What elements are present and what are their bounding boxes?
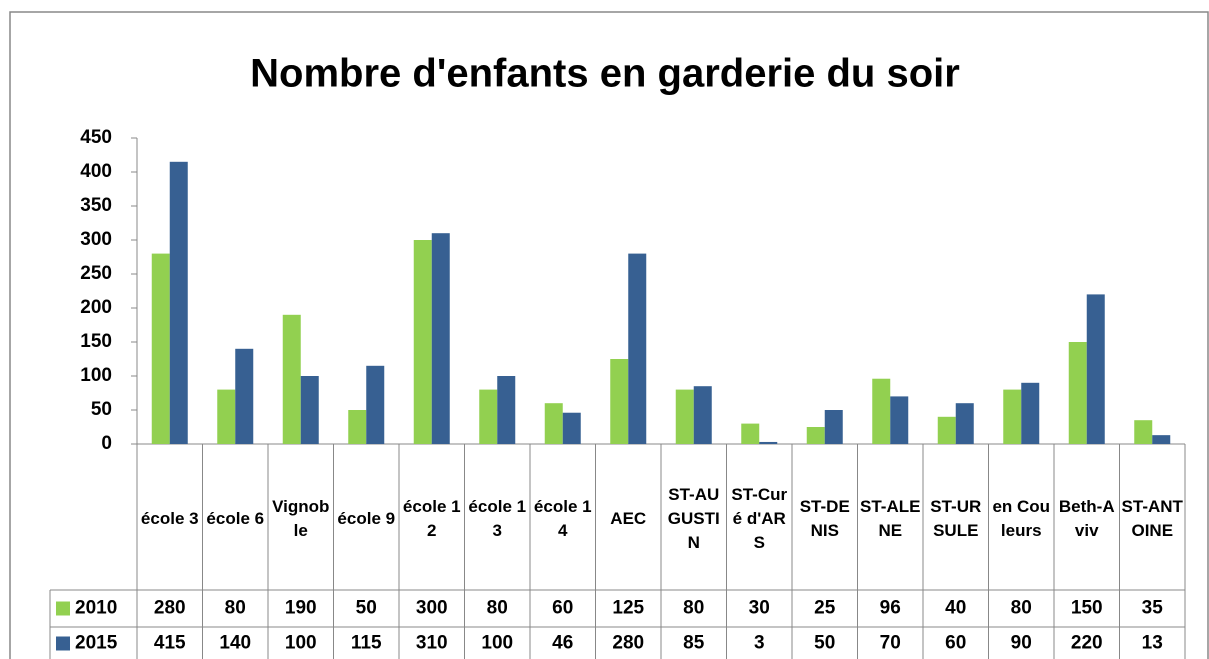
y-tick-label: 200 bbox=[80, 297, 112, 318]
bar bbox=[544, 403, 563, 444]
bar bbox=[1086, 294, 1105, 444]
bar bbox=[675, 389, 694, 444]
x-tick-label: école 6 bbox=[206, 509, 265, 528]
bar bbox=[497, 376, 516, 444]
bar bbox=[562, 412, 581, 444]
bar bbox=[890, 396, 909, 444]
table-value: 140 bbox=[219, 633, 251, 654]
legend-key bbox=[56, 601, 70, 616]
bar bbox=[151, 253, 170, 444]
x-tick-label: école 14 bbox=[533, 497, 592, 540]
table-value: 25 bbox=[814, 598, 836, 619]
table-value: 190 bbox=[285, 598, 317, 619]
x-tick-label: école 13 bbox=[468, 497, 527, 540]
bar bbox=[366, 365, 385, 444]
table-value: 60 bbox=[552, 598, 573, 619]
bar bbox=[872, 378, 891, 444]
table-value: 280 bbox=[612, 633, 644, 654]
bar bbox=[479, 389, 498, 444]
table-value: 150 bbox=[1071, 598, 1103, 619]
bar bbox=[610, 359, 629, 444]
table-value: 13 bbox=[1142, 633, 1163, 654]
bar bbox=[348, 410, 367, 444]
bar bbox=[300, 376, 319, 444]
table-value: 80 bbox=[487, 598, 508, 619]
table-value: 310 bbox=[416, 633, 448, 654]
bar bbox=[1068, 342, 1087, 444]
x-tick-label: en Couleurs bbox=[992, 497, 1051, 540]
bar bbox=[759, 441, 778, 444]
bar bbox=[169, 161, 188, 445]
table-value: 35 bbox=[1142, 598, 1164, 619]
bar bbox=[282, 314, 301, 444]
x-tick-label: Vignoble bbox=[272, 497, 330, 540]
x-tick-label: école 12 bbox=[402, 497, 461, 540]
legend-label: 2010 bbox=[75, 598, 117, 619]
x-tick-label: Beth-Aviv bbox=[1058, 497, 1115, 540]
x-tick-label: école 3 bbox=[140, 509, 199, 528]
table-value: 100 bbox=[481, 633, 513, 654]
y-tick-label: 400 bbox=[80, 161, 112, 182]
y-tick-label: 0 bbox=[101, 433, 112, 454]
table-value: 100 bbox=[285, 633, 317, 654]
table-value: 70 bbox=[880, 633, 901, 654]
table-value: 46 bbox=[552, 633, 573, 654]
bar bbox=[235, 348, 254, 444]
x-tick-label: ST-ANTOINE bbox=[1121, 497, 1183, 540]
table-value: 80 bbox=[225, 598, 246, 619]
bar bbox=[1003, 389, 1022, 444]
chart-title: Nombre d'enfants en garderie du soir bbox=[250, 52, 960, 96]
bar bbox=[806, 427, 825, 444]
table-value: 80 bbox=[1011, 598, 1032, 619]
table-value: 40 bbox=[945, 598, 966, 619]
table-value: 30 bbox=[749, 598, 770, 619]
bar bbox=[628, 253, 647, 444]
table-value: 96 bbox=[880, 598, 901, 619]
chart-border bbox=[9, 11, 1209, 659]
bar bbox=[431, 233, 450, 444]
table-value: 115 bbox=[351, 633, 382, 654]
table-value: 280 bbox=[154, 598, 186, 619]
x-tick-label: ST-AUGUSTIN bbox=[667, 485, 720, 552]
bar bbox=[693, 386, 712, 444]
bar bbox=[413, 240, 432, 444]
y-tick-label: 150 bbox=[80, 331, 112, 352]
y-tick-label: 250 bbox=[80, 263, 112, 284]
y-tick-label: 350 bbox=[80, 195, 112, 216]
table-value: 50 bbox=[356, 598, 377, 619]
bar bbox=[824, 410, 843, 444]
x-tick-label: ST-DENIS bbox=[799, 497, 850, 540]
legend-key bbox=[56, 636, 70, 651]
table-value: 90 bbox=[1011, 633, 1032, 654]
bar bbox=[1134, 420, 1153, 444]
table-value: 60 bbox=[945, 633, 966, 654]
bar bbox=[1021, 382, 1040, 444]
bar bbox=[217, 389, 236, 444]
bar bbox=[955, 403, 974, 444]
table-value: 220 bbox=[1071, 633, 1103, 654]
y-tick-label: 50 bbox=[91, 399, 112, 420]
table-value: 125 bbox=[612, 598, 644, 619]
bar bbox=[1152, 435, 1171, 444]
table-value: 85 bbox=[683, 633, 705, 654]
x-tick-label: ST-ALENE bbox=[860, 497, 921, 540]
table-value: 300 bbox=[416, 598, 448, 619]
legend-label: 2015 bbox=[75, 633, 118, 654]
x-tick-label: AEC bbox=[610, 509, 647, 528]
y-tick-label: 300 bbox=[80, 229, 112, 250]
x-tick-label: ST-Curé d'ARS bbox=[731, 485, 788, 552]
table-value: 80 bbox=[683, 598, 704, 619]
table-value: 50 bbox=[814, 633, 835, 654]
table-value: 3 bbox=[754, 633, 765, 654]
table-value: 415 bbox=[154, 633, 186, 654]
x-tick-label: ST-URSULE bbox=[930, 497, 982, 540]
bar bbox=[741, 423, 760, 444]
x-tick-label: école 9 bbox=[337, 509, 396, 528]
bar bbox=[937, 416, 956, 444]
y-tick-label: 100 bbox=[80, 365, 112, 386]
y-tick-label: 450 bbox=[80, 127, 112, 148]
